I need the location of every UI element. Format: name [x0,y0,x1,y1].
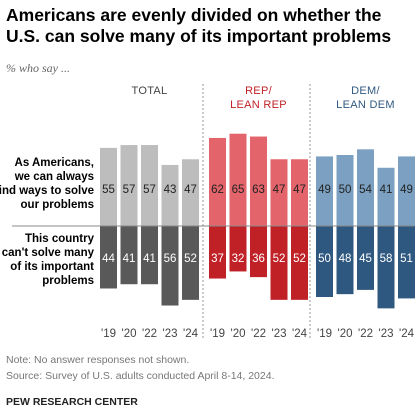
chart-subtitle: % who say ... [6,61,70,75]
bar-top-label: 62 [211,184,224,196]
bar-top-label: 43 [164,184,177,196]
bar-top [357,149,374,226]
group-label: LEAN DEM [336,99,395,111]
row-label: As Americans, [15,157,94,169]
bar-bottom [141,226,158,285]
bar-top [161,164,179,226]
bar-bottom [250,226,267,278]
bar-bottom-label: 45 [359,253,372,265]
bar-top [316,156,333,226]
x-tick-label: '24 [399,328,415,340]
bar-top-label: 47 [184,184,197,196]
bar-bottom-label: 52 [273,253,286,265]
bar-bottom-label: 44 [102,253,115,265]
row-label: our problems [21,199,94,211]
bar-bottom-label: 52 [184,253,197,265]
row-label: problems [42,275,94,287]
x-tick-label: '23 [272,328,287,340]
row-label: This country [25,233,95,245]
bar-bottom-label: 41 [123,253,136,265]
bar-top-label: 63 [252,184,265,196]
bar-bottom-label: 41 [143,253,156,265]
bar-bottom [291,226,308,300]
bar-top [120,145,138,226]
note: Note: No answer responses not shown. [6,354,190,366]
bar-top-label: 49 [318,184,331,196]
bar-bottom [316,226,333,297]
bar-bottom [336,226,354,295]
source: Source: Survey of U.S. adults conducted … [6,370,275,382]
bar-bottom [161,226,179,306]
x-tick-label: '22 [358,328,373,340]
x-tick-label: '24 [292,328,308,340]
x-tick-label: '19 [317,328,332,340]
bar-bottom [100,226,117,289]
x-tick-label: '20 [122,328,137,340]
bar-bottom [120,226,138,285]
x-tick-label: '22 [251,328,266,340]
bar-bottom [377,226,395,309]
bar-top [100,147,117,226]
bar-top [270,159,288,226]
bar-top-label: 47 [293,184,306,196]
bar-top-label: 57 [123,184,136,196]
bar-bottom [182,226,199,300]
bar-bottom [398,226,415,299]
x-tick-label: '19 [101,328,116,340]
bar-top [291,159,308,226]
x-tick-label: '24 [183,328,199,340]
bar-top-label: 41 [380,184,393,196]
x-tick-label: '22 [142,328,157,340]
row-label: we can always [14,171,94,183]
bar-top [229,133,247,226]
bar-top-label: 57 [143,184,156,196]
bar-top-label: 47 [273,184,286,196]
row-label: find ways to solve [0,185,94,197]
bar-bottom [229,226,247,272]
org-name: PEW RESEARCH CENTER [6,396,138,408]
bar-top [336,155,354,226]
x-tick-label: '19 [210,328,225,340]
bar-bottom-label: 58 [380,253,393,265]
bar-bottom-label: 48 [339,253,352,265]
bar-bottom [357,226,374,290]
bar-top [141,145,158,226]
bar-bottom-label: 36 [252,253,265,265]
bar-top-label: 55 [102,184,115,196]
x-tick-label: '20 [231,328,246,340]
group-label: LEAN REP [230,99,287,111]
bar-top-label: 65 [232,184,245,196]
bar-bottom-label: 52 [293,253,306,265]
bar-bottom-label: 50 [318,253,331,265]
group-label: REP/ [245,85,273,97]
group-label: TOTAL [132,85,168,97]
bar-bottom [270,226,288,300]
group-label: DEM/ [351,85,380,97]
bar-bottom-label: 56 [164,253,177,265]
bar-top [209,137,226,226]
bar-top-label: 49 [400,184,413,196]
row-label: of its important [10,261,94,273]
bar-top-label: 50 [339,184,352,196]
bar-bottom-label: 32 [232,253,245,265]
bar-bottom-label: 51 [400,253,413,265]
bar-top [182,159,199,226]
bar-top-label: 54 [359,184,372,196]
chart-title: Americans are evenly divided on whether … [6,5,392,46]
bar-top [398,156,415,226]
x-tick-label: '23 [163,328,178,340]
bar-bottom-label: 37 [211,253,224,265]
row-label: can't solve many [2,247,95,259]
bar-bottom [209,226,226,279]
bar-top [377,167,395,226]
bar-top [250,136,267,226]
x-tick-label: '23 [379,328,394,340]
x-tick-label: '20 [338,328,353,340]
